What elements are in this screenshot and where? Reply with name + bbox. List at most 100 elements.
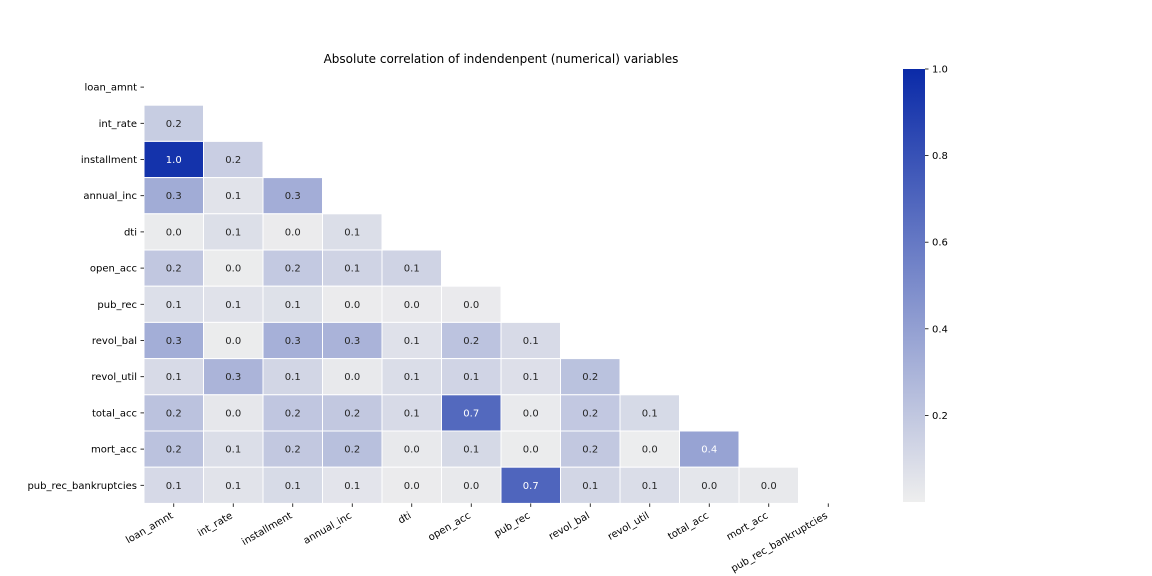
heatmap-cell — [500, 321, 561, 360]
heatmap-cell — [262, 430, 323, 468]
heatmap-cell — [441, 321, 502, 360]
heatmap-cell — [203, 321, 264, 360]
cell-value-label: 0.1 — [523, 372, 539, 383]
cell-value-label: 0.1 — [285, 481, 301, 492]
heatmap-cell — [143, 358, 204, 396]
heatmap-cell — [143, 321, 204, 360]
row-tick-label: dti — [124, 227, 137, 238]
cell-value-label: 0.0 — [285, 227, 301, 238]
cell-value-label: 0.0 — [166, 227, 182, 238]
heatmap-cell — [322, 430, 383, 468]
heatmap-cell — [143, 466, 204, 504]
cell-value-label: 0.0 — [344, 372, 360, 383]
column-tick-label: total_acc — [666, 510, 710, 542]
cell-value-label: 0.3 — [166, 336, 182, 347]
heatmap-cell — [560, 358, 621, 396]
heatmap-cell — [143, 430, 204, 468]
colorbar: 0.2 0.4 0.6 0.8 1.0 — [903, 65, 948, 502]
heatmap-cell — [619, 466, 680, 504]
cell-value-label: 0.1 — [463, 445, 479, 456]
heatmap-cell — [619, 394, 680, 432]
row-tick-label: open_acc — [90, 264, 137, 275]
row-tick-label: pub_rec — [97, 300, 137, 311]
column-tick-labels: loan_amnt int_rate installment annual_inc dt… — [124, 503, 830, 575]
heatmap-cell — [262, 285, 323, 323]
column-tick-label: annual_inc — [302, 510, 354, 546]
cell-value-label: 0.2 — [285, 264, 301, 275]
column-tick-label: installment — [240, 510, 294, 548]
cell-value-label: 0.2 — [166, 445, 182, 456]
heatmap-cell — [441, 394, 502, 432]
column-tick-label: int_rate — [196, 510, 235, 539]
colorbar-tick-label: 0.4 — [932, 324, 948, 335]
cell-value-label: 0.1 — [344, 227, 360, 238]
heatmap-cells: 0.2 1.0 0.2 0.3 0.1 0.3 0.0 0.1 0.0 0.1 0.2 0.0 0.2 0… — [143, 104, 799, 504]
cell-value-label: 0.1 — [404, 408, 420, 419]
cell-value-label: 0.1 — [285, 300, 301, 311]
cell-value-label: 0.2 — [344, 408, 360, 419]
cell-value-label: 0.1 — [404, 372, 420, 383]
cell-value-label: 0.0 — [523, 445, 539, 456]
cell-value-label: 1.0 — [166, 155, 182, 166]
cell-value-label: 0.1 — [166, 481, 182, 492]
cell-value-label: 0.0 — [225, 408, 241, 419]
cell-value-label: 0.2 — [285, 408, 301, 419]
column-tick-label: open_acc — [426, 510, 472, 543]
row-tick-label: mort_acc — [91, 445, 137, 456]
heatmap-cell — [203, 213, 264, 251]
heatmap-cell — [262, 177, 323, 215]
cell-value-label: 0.3 — [344, 336, 360, 347]
cell-value-label: 0.3 — [285, 191, 301, 202]
column-tick-label: pub_rec — [492, 510, 532, 539]
cell-value-label: 0.0 — [642, 445, 658, 456]
heatmap-cell — [143, 140, 204, 179]
heatmap-cell — [619, 430, 680, 468]
cell-value-label: 0.1 — [225, 445, 241, 456]
heatmap-cell — [322, 213, 383, 251]
colorbar-tick-label: 1.0 — [932, 65, 948, 76]
column-tick-label: pub_rec_bankruptcies — [729, 510, 829, 574]
cell-value-label: 0.1 — [225, 481, 241, 492]
cell-value-label: 0.3 — [225, 372, 241, 383]
cell-value-label: 0.7 — [463, 408, 479, 419]
cell-value-label: 0.0 — [225, 264, 241, 275]
cell-value-label: 0.0 — [404, 445, 420, 456]
cell-value-label: 0.4 — [701, 445, 717, 456]
cell-value-label: 0.2 — [285, 445, 301, 456]
colorbar-tick-label: 0.8 — [932, 151, 948, 162]
heatmap-cell — [322, 285, 383, 323]
row-tick-label: annual_inc — [83, 191, 137, 202]
row-tick-label: revol_bal — [92, 336, 137, 347]
heatmap-cell — [381, 430, 442, 468]
heatmap-cell — [679, 430, 740, 468]
heatmap-cell — [738, 466, 799, 504]
heatmap-cell — [262, 394, 323, 432]
heatmap-cell — [441, 466, 502, 504]
heatmap-cell — [262, 358, 323, 396]
cell-value-label: 0.2 — [225, 155, 241, 166]
cell-value-label: 0.1 — [225, 191, 241, 202]
cell-value-label: 0.2 — [166, 408, 182, 419]
heatmap-cell — [322, 394, 383, 432]
column-tick-label: revol_util — [606, 510, 651, 542]
row-tick-label: pub_rec_bankruptcies — [27, 481, 137, 492]
cell-value-label: 0.1 — [642, 481, 658, 492]
cell-value-label: 0.2 — [166, 264, 182, 275]
heatmap-cell — [322, 466, 383, 504]
cell-value-label: 0.1 — [404, 264, 420, 275]
cell-value-label: 0.1 — [463, 372, 479, 383]
heatmap-cell — [500, 394, 561, 432]
cell-value-label: 0.1 — [582, 481, 598, 492]
column-tick-label: mort_acc — [725, 510, 770, 543]
row-tick-label: installment — [81, 155, 137, 166]
row-tick-labels: loan_amnt int_rate installment annual_incdt… — [27, 83, 144, 492]
heatmap-cell — [143, 394, 204, 432]
column-tick-label: revol_bal — [547, 510, 592, 542]
cell-value-label: 0.1 — [166, 300, 182, 311]
cell-value-label: 0.1 — [523, 336, 539, 347]
heatmap-cell — [203, 285, 264, 323]
cell-value-label: 0.1 — [642, 408, 658, 419]
cell-value-label: 0.1 — [166, 372, 182, 383]
heatmap-cell — [560, 430, 621, 468]
